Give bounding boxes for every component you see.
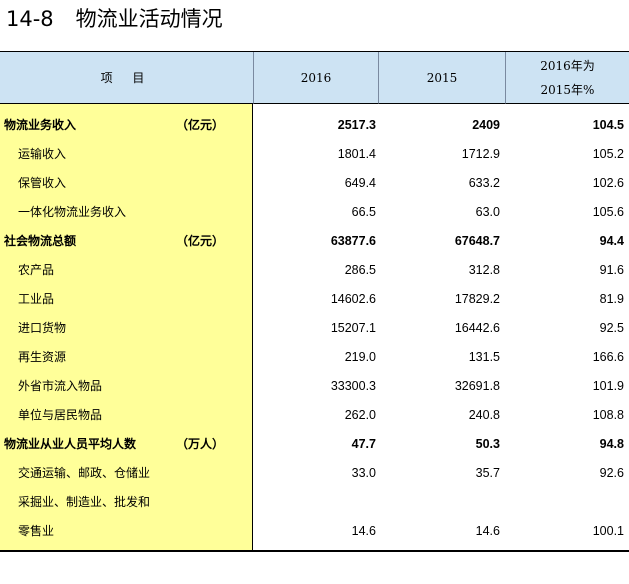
row-unit: （亿元） — [176, 234, 225, 248]
table-row: 一体化物流业务收入 66.5 63.0 105.6 — [0, 198, 629, 227]
table-row: 进口货物 15207.1 16442.6 92.5 — [0, 314, 629, 343]
cell-2016: 219.0 — [344, 350, 376, 364]
row-label: 农产品 — [18, 263, 55, 277]
cell-2016: 66.5 — [351, 205, 376, 219]
cell-ratio: 81.9 — [599, 292, 624, 306]
cell-ratio: 92.5 — [599, 321, 624, 335]
cell-2015: 1712.9 — [461, 147, 500, 161]
cell-ratio: 105.6 — [592, 205, 624, 219]
row-label: 社会物流总额 — [4, 234, 77, 248]
cell-ratio: 91.6 — [599, 263, 624, 277]
cell-2016: 649.4 — [344, 176, 376, 190]
cell-2016: 33.0 — [351, 466, 376, 480]
table-title: 物流业活动情况 — [75, 7, 223, 31]
cell-2015: 32691.8 — [454, 379, 500, 393]
table-row: 采掘业、制造业、批发和 — [0, 488, 629, 517]
row-unit: （亿元） — [176, 118, 225, 132]
table-row: 运输收入 1801.4 1712.9 105.2 — [0, 140, 629, 169]
table-row: 外省市流入物品 33300.3 32691.8 101.9 — [0, 372, 629, 401]
header-ratio-line1: 2016年为 — [540, 58, 595, 73]
cell-ratio: 100.1 — [592, 524, 624, 538]
header-top-rule — [0, 51, 629, 52]
table-row: 物流业从业人员平均人数 （万人） 47.7 50.3 94.8 — [0, 430, 629, 459]
table-row: 再生资源 219.0 131.5 166.6 — [0, 343, 629, 372]
cell-2015: 131.5 — [468, 350, 500, 364]
header-ratio-line2: 2015年% — [540, 82, 595, 97]
row-label: 再生资源 — [18, 350, 67, 364]
table-row: 零售业 14.6 14.6 100.1 — [0, 517, 629, 546]
row-label: 单位与居民物品 — [18, 408, 103, 422]
cell-2015: 14.6 — [475, 524, 500, 538]
table-row: 单位与居民物品 262.0 240.8 108.8 — [0, 401, 629, 430]
cell-ratio: 104.5 — [592, 118, 624, 132]
row-label: 交通运输、邮政、仓储业 — [18, 466, 151, 480]
page-title: 14-8 物流业活动情况 — [6, 4, 223, 34]
row-label: 工业品 — [18, 292, 55, 306]
cell-ratio: 166.6 — [592, 350, 624, 364]
cell-ratio: 105.2 — [592, 147, 624, 161]
table-row: 保管收入 649.4 633.2 102.6 — [0, 169, 629, 198]
header-ratio: 2016年为 2015年% — [505, 52, 629, 104]
cell-2015: 17829.2 — [454, 292, 500, 306]
table-number: 14-8 — [6, 7, 54, 31]
cell-2016: 286.5 — [344, 263, 376, 277]
row-label: 物流业从业人员平均人数 — [4, 437, 137, 451]
cell-ratio: 94.8 — [599, 437, 624, 451]
table-row: 工业品 14602.6 17829.2 81.9 — [0, 285, 629, 314]
cell-2016: 262.0 — [344, 408, 376, 422]
table-row: 农产品 286.5 312.8 91.6 — [0, 256, 629, 285]
cell-2016: 1801.4 — [337, 147, 376, 161]
cell-ratio: 102.6 — [592, 176, 624, 190]
header-2016: 2016 — [253, 52, 378, 104]
row-label: 进口货物 — [18, 321, 67, 335]
table-row: 交通运输、邮政、仓储业 33.0 35.7 92.6 — [0, 459, 629, 488]
cell-2015: 240.8 — [468, 408, 500, 422]
cell-2015: 35.7 — [475, 466, 500, 480]
cell-2015: 50.3 — [475, 437, 500, 451]
row-label: 零售业 — [18, 524, 55, 538]
header-item: 项 目 — [0, 52, 253, 104]
cell-2015: 16442.6 — [454, 321, 500, 335]
cell-2016: 33300.3 — [330, 379, 376, 393]
cell-ratio: 94.4 — [599, 234, 624, 248]
cell-2016: 14602.6 — [330, 292, 376, 306]
cell-2016: 47.7 — [351, 437, 376, 451]
cell-ratio: 92.6 — [599, 466, 624, 480]
label-column-background — [0, 104, 253, 550]
cell-ratio: 108.8 — [592, 408, 624, 422]
row-label: 一体化物流业务收入 — [18, 205, 127, 219]
cell-2016: 15207.1 — [330, 321, 376, 335]
row-label: 采掘业、制造业、批发和 — [18, 495, 151, 509]
cell-2015: 63.0 — [475, 205, 500, 219]
cell-ratio: 101.9 — [592, 379, 624, 393]
row-label: 运输收入 — [18, 147, 67, 161]
cell-2015: 2409 — [472, 118, 500, 132]
cell-2015: 312.8 — [468, 263, 500, 277]
table-bottom-rule — [0, 550, 629, 552]
row-label: 物流业务收入 — [4, 118, 77, 132]
cell-2015: 67648.7 — [454, 234, 500, 248]
row-unit: （万人） — [176, 437, 225, 451]
table-row: 物流业务收入 （亿元） 2517.3 2409 104.5 — [0, 111, 629, 140]
cell-2016: 14.6 — [351, 524, 376, 538]
cell-2016: 2517.3 — [337, 118, 376, 132]
row-label: 保管收入 — [18, 176, 67, 190]
row-label: 外省市流入物品 — [18, 379, 103, 393]
header-2015: 2015 — [378, 52, 505, 104]
table-row: 社会物流总额 （亿元） 63877.6 67648.7 94.4 — [0, 227, 629, 256]
cell-2016: 63877.6 — [330, 234, 376, 248]
cell-2015: 633.2 — [468, 176, 500, 190]
